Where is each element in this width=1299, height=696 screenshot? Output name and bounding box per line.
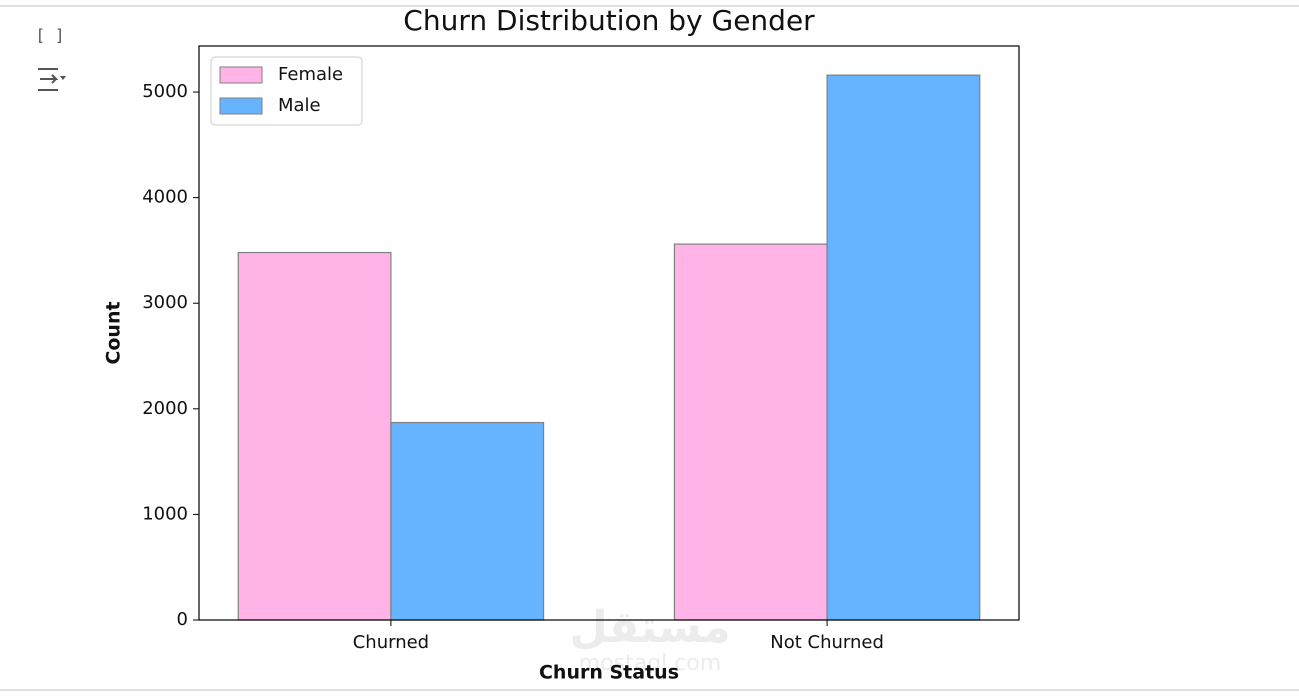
y-tick-label: 1000: [142, 503, 188, 524]
y-tick-label: 3000: [142, 292, 188, 313]
cell-prompt[interactable]: [ ]: [36, 26, 65, 45]
plot-frame: [198, 45, 1020, 621]
bar: [237, 251, 392, 621]
x-tick-label: Not Churned: [770, 632, 884, 653]
output-toggle-icon[interactable]: [38, 68, 66, 91]
x-axis-label: Churn Status: [539, 662, 679, 684]
legend-label: Male: [278, 95, 321, 116]
x-tick-label: Churned: [353, 632, 429, 653]
y-tick-label: 4000: [142, 187, 188, 208]
legend-label: Female: [278, 64, 343, 85]
y-tick-label: 0: [177, 609, 188, 630]
chart-title: Churn Distribution by Gender: [403, 4, 815, 37]
y-tick-label: 2000: [142, 398, 188, 419]
watermark: mostaql.com: [579, 651, 722, 676]
bar: [826, 74, 981, 621]
y-tick-label: 5000: [142, 81, 188, 102]
y-axis-label: Count: [103, 301, 125, 364]
bar: [673, 243, 828, 621]
legend-swatch: [219, 97, 263, 115]
legend-swatch: [219, 66, 263, 84]
bar: [390, 421, 545, 621]
